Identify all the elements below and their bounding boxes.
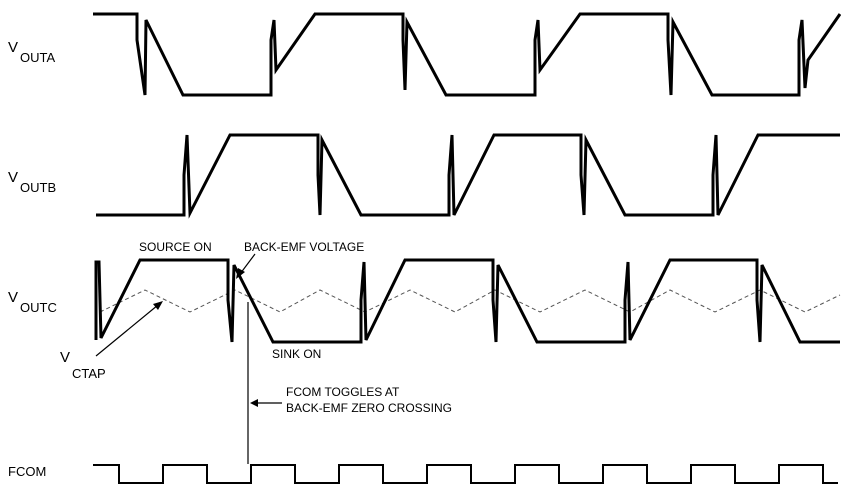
label-voutc: V OUTC <box>8 289 57 315</box>
label-vouta-main: V <box>8 39 18 56</box>
label-vctap: V CTAP <box>60 349 106 381</box>
annotation-source-on: SOURCE ON <box>139 240 212 254</box>
label-voutb: V OUTB <box>8 169 56 195</box>
back-emf-arrow <box>236 253 256 279</box>
annotation-sink-on: SINK ON <box>272 347 321 361</box>
annotation-fcom-toggle-line1: FCOM TOGGLES AT <box>286 385 400 399</box>
annotation-back-emf-voltage: BACK-EMF VOLTAGE <box>244 240 364 254</box>
label-voutc-sub: OUTC <box>20 300 57 315</box>
label-vouta: V OUTA <box>8 39 55 65</box>
label-vouta-sub: OUTA <box>20 50 55 65</box>
label-voutb-main: V <box>8 169 18 186</box>
waveform-fcom <box>93 464 838 484</box>
label-vctap-main: V <box>60 349 70 366</box>
label-vctap-sub: CTAP <box>72 366 106 381</box>
annotation-fcom-toggle-line2: BACK-EMF ZERO CROSSING <box>286 401 452 415</box>
waveform-voutb <box>96 133 840 219</box>
waveform-vctap <box>99 289 841 313</box>
label-fcom: FCOM <box>8 464 46 479</box>
vctap-arrow <box>95 301 163 357</box>
label-voutb-sub: OUTB <box>20 180 56 195</box>
waveform-voutc <box>94 258 840 344</box>
fcom-toggle-arrow <box>250 399 282 407</box>
waveform-vouta <box>93 12 841 97</box>
label-voutc-main: V <box>8 289 18 306</box>
